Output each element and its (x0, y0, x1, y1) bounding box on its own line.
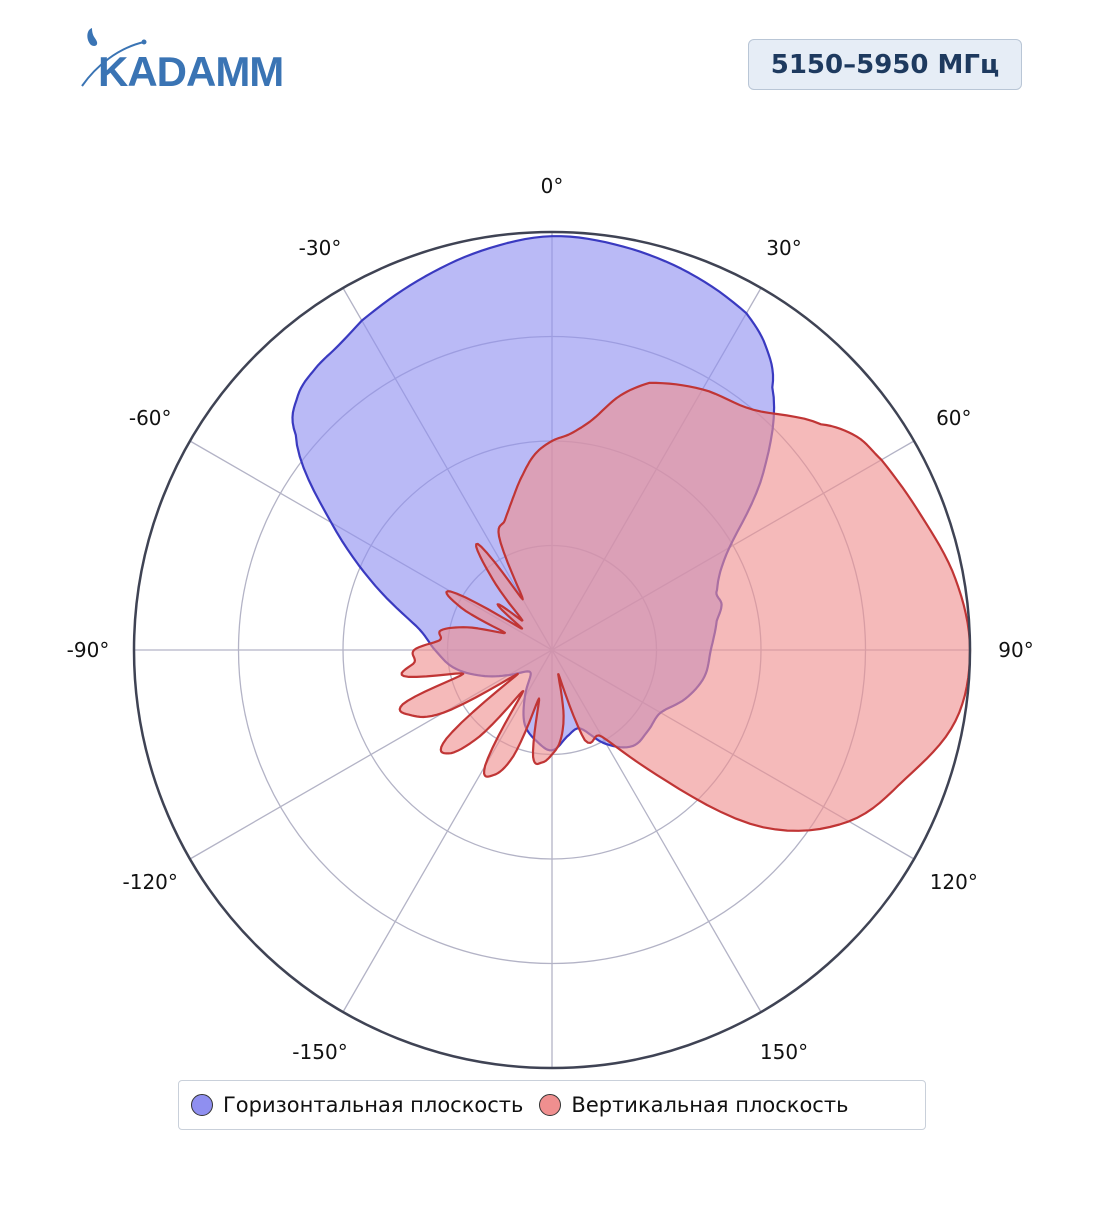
legend-label-vertical: Вертикальная плоскость (571, 1093, 849, 1117)
kadamm-logo: KADAMM (78, 26, 288, 95)
legend-marker-horizontal (191, 1094, 213, 1116)
angular-tick-label: 0° (541, 174, 564, 198)
angular-tick-label: -120° (123, 870, 178, 894)
angular-tick-label: 150° (760, 1040, 808, 1064)
angular-tick-label: -150° (292, 1040, 347, 1064)
frequency-badge: 5150–5950 МГц (748, 39, 1022, 90)
logo-graphic: KADAMM (81, 28, 284, 95)
series-layer (291, 235, 972, 832)
angular-tick-label: 90° (998, 638, 1033, 662)
angular-tick-label: 60° (936, 406, 971, 430)
legend-item-vertical[interactable]: Вертикальная плоскость (539, 1093, 848, 1117)
angular-tick-label: 120° (930, 870, 978, 894)
angular-tick-label: 30° (766, 236, 801, 260)
angular-tick-labels: 0° 30° 60° 90° 120° 150° -150° -120° -90° -60° -30… (67, 174, 1034, 1064)
frequency-label: 5150–5950 МГц (770, 49, 1000, 80)
legend-item-horizontal[interactable]: Горизонтальная плоскость (191, 1093, 523, 1117)
angular-tick-label: -90° (67, 638, 110, 662)
angular-tick-label: -60° (129, 406, 172, 430)
polar-chart: 0° 30° 60° 90° 120° 150° -150° -120° -90° -60° -30… (67, 174, 1034, 1070)
series-vertical (398, 381, 972, 832)
legend-label-horizontal: Горизонтальная плоскость (223, 1093, 524, 1117)
outer-ring (132, 230, 972, 1070)
legend-marker-vertical (539, 1094, 562, 1116)
logo-text: KADAMM (98, 48, 283, 90)
legend: Горизонтальная плоскость Вертикальная пл… (178, 1080, 926, 1130)
angular-tick-label: -30° (299, 236, 342, 260)
